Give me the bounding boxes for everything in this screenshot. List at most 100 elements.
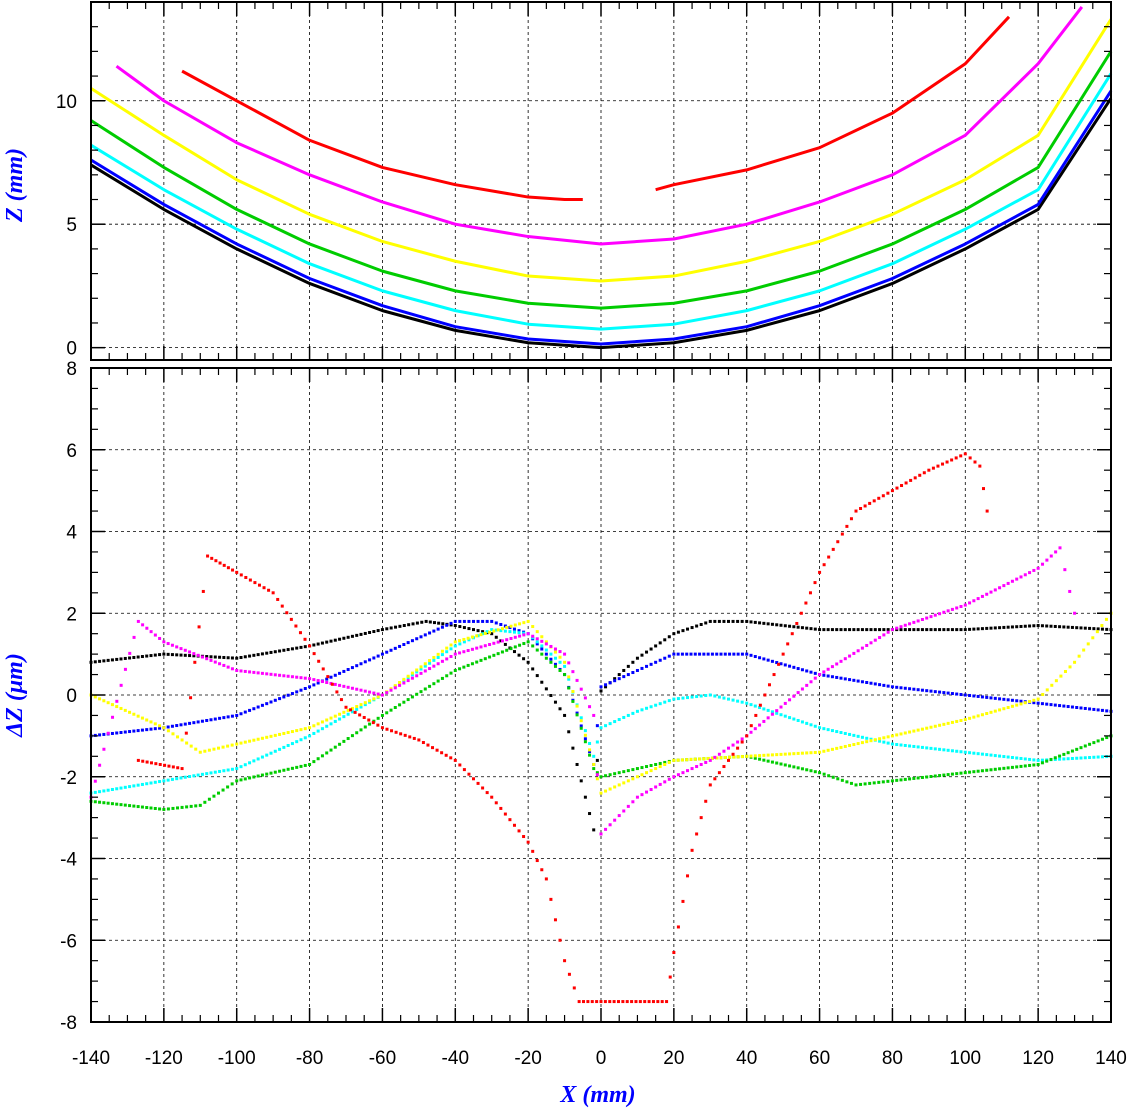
data-point (342, 669, 346, 673)
data-point (290, 692, 294, 696)
data-point (508, 630, 512, 634)
data-point (604, 789, 608, 793)
data-point (470, 647, 474, 651)
data-point (265, 772, 269, 776)
data-point (398, 683, 402, 687)
data-point (466, 636, 470, 640)
top-y-axis-title: Z (mm) (2, 148, 28, 223)
data-point (453, 619, 457, 623)
data-point (153, 727, 157, 731)
data-point (436, 655, 440, 659)
data-point (599, 1000, 603, 1004)
data-point (788, 716, 792, 720)
data-point (922, 471, 926, 475)
data-point (753, 620, 757, 624)
data-point (445, 650, 449, 654)
data-point (194, 747, 198, 751)
data-point (766, 759, 770, 763)
data-point (230, 743, 234, 747)
data-point (462, 665, 466, 669)
data-point (830, 747, 834, 751)
data-point (656, 1000, 660, 1004)
data-point (535, 630, 539, 634)
data-point (608, 1000, 612, 1004)
data-point (213, 770, 217, 774)
data-point (462, 650, 466, 654)
data-point (289, 617, 293, 621)
data-point (736, 740, 740, 744)
data-point (604, 827, 608, 831)
data-point (665, 1000, 669, 1004)
data-point (686, 696, 690, 700)
data-point (1058, 757, 1062, 761)
data-point (608, 787, 612, 791)
data-point (544, 656, 548, 660)
data-point (393, 686, 397, 690)
data-point (403, 733, 407, 737)
data-point (399, 732, 403, 736)
data-point (540, 680, 544, 684)
data-point (106, 731, 110, 735)
data-point (316, 681, 320, 685)
data-point (699, 762, 703, 766)
data-point (106, 788, 110, 792)
data-point (140, 655, 144, 659)
data-point (818, 673, 822, 677)
data-point (415, 668, 419, 672)
data-point (595, 773, 599, 777)
data-point (772, 673, 776, 677)
data-point (424, 619, 428, 623)
data-point (312, 652, 316, 656)
data-point (881, 780, 885, 784)
data-point (571, 699, 575, 703)
data-point (604, 685, 608, 689)
data-point (402, 681, 406, 685)
data-point (933, 774, 937, 778)
data-point (553, 664, 557, 668)
data-point (766, 622, 770, 626)
data-point (1049, 703, 1053, 707)
data-point (719, 652, 723, 656)
data-point (622, 675, 626, 679)
data-point (393, 706, 397, 710)
data-point (878, 628, 882, 632)
data-point (710, 756, 714, 760)
data-point (920, 628, 924, 632)
data-point (299, 738, 303, 742)
data-point (526, 840, 530, 844)
data-point (549, 652, 553, 656)
data-point (553, 656, 557, 660)
data-point (800, 668, 804, 672)
data-point (590, 1000, 594, 1004)
data-point (426, 743, 430, 747)
data-point (813, 770, 817, 774)
data-point (346, 737, 350, 741)
data-point (368, 658, 372, 662)
data-point (783, 714, 787, 718)
data-point (200, 772, 204, 776)
data-point (346, 712, 350, 716)
data-point (980, 769, 984, 773)
data-point (355, 705, 359, 709)
data-point (432, 682, 436, 686)
data-point (419, 635, 423, 639)
data-point (522, 633, 526, 637)
data-point (779, 713, 783, 717)
data-point (978, 464, 982, 468)
data-point (882, 683, 886, 687)
data-point (640, 666, 644, 670)
data-point (933, 613, 937, 617)
series-cyan-line (90, 72, 1113, 331)
data-point (852, 651, 856, 655)
data-point (312, 643, 316, 647)
data-point (681, 771, 685, 775)
data-point (852, 678, 856, 682)
data-point (640, 773, 644, 777)
data-point (394, 625, 398, 629)
data-point (518, 643, 522, 647)
data-point (808, 591, 812, 595)
data-point (549, 694, 553, 698)
data-point (972, 599, 976, 603)
data-point (1045, 688, 1049, 692)
